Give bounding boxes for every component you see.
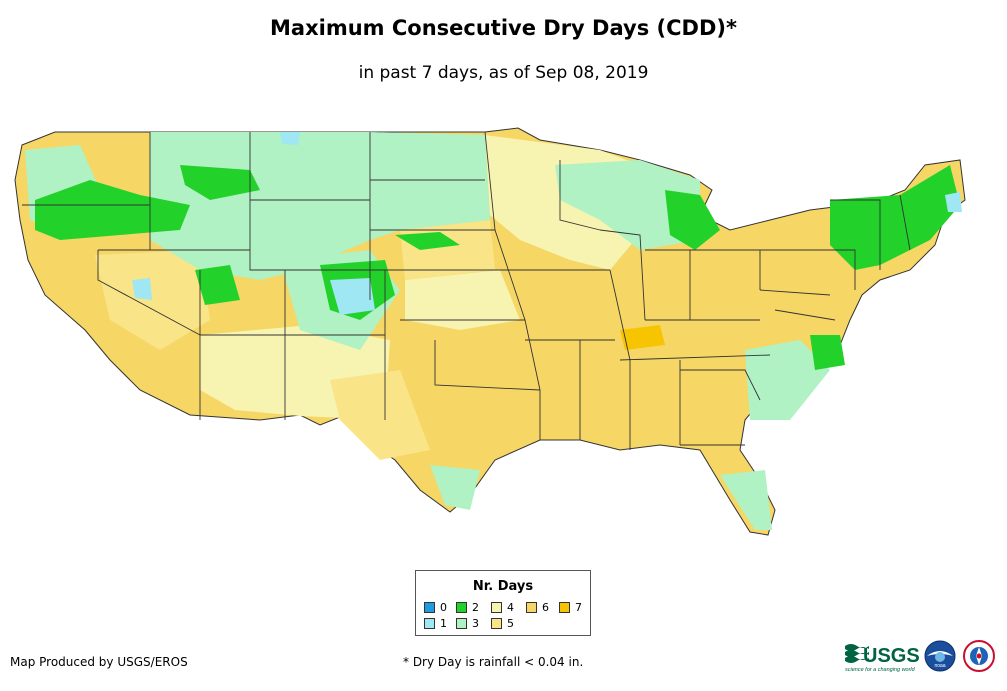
usgs-wordmark: USGS xyxy=(863,645,919,667)
legend: Nr. Days 0 2 4 6 7 1 3 5 xyxy=(415,570,591,636)
cat3-southeast-coast xyxy=(745,340,830,420)
legend-swatch-7 xyxy=(559,602,570,613)
us-map xyxy=(0,120,1007,550)
cat2-montana xyxy=(180,165,260,200)
cat4-plains xyxy=(405,270,520,330)
cat1-maine xyxy=(945,192,962,212)
dry-day-footnote: * Dry Day is rainfall < 0.04 in. xyxy=(403,655,584,669)
legend-swatch-0 xyxy=(424,602,435,613)
cat1-montana xyxy=(280,132,300,145)
cat1-colorado xyxy=(330,278,375,315)
cat2-michigan xyxy=(665,190,720,250)
legend-label-3: 3 xyxy=(472,617,479,630)
legend-item-6: 6 xyxy=(526,601,549,614)
legend-swatch-2 xyxy=(456,602,467,613)
cat2-northwest xyxy=(35,180,190,240)
legend-swatch-3 xyxy=(456,618,467,629)
legend-label-0: 0 xyxy=(440,601,447,614)
cat1-regions xyxy=(132,132,962,315)
legend-item-5: 5 xyxy=(491,617,514,630)
legend-label-2: 2 xyxy=(472,601,479,614)
cat2-nebraska xyxy=(395,232,460,250)
map-credit: Map Produced by USGS/EROS xyxy=(10,655,188,669)
legend-item-7: 7 xyxy=(559,601,582,614)
usgs-wave-icon xyxy=(845,644,869,663)
legend-swatch-1 xyxy=(424,618,435,629)
nws-logo-icon xyxy=(963,640,995,672)
cat5-texas-west xyxy=(330,370,430,460)
legend-title: Nr. Days xyxy=(472,579,534,594)
legend-label-6: 6 xyxy=(542,601,549,614)
map-subtitle: in past 7 days, as of Sep 08, 2019 xyxy=(358,63,649,83)
cat1-nevada xyxy=(132,278,152,300)
cat7-southeast xyxy=(620,325,665,350)
legend-swatch-4 xyxy=(491,602,502,613)
legend-item-2: 2 xyxy=(456,601,479,614)
legend-item-1: 1 xyxy=(424,617,447,630)
legend-label-4: 4 xyxy=(507,601,514,614)
legend-label-5: 5 xyxy=(507,617,514,630)
usgs-tagline: science for a changing world xyxy=(845,667,916,673)
cat2-regions xyxy=(35,165,960,370)
map-title: Maximum Consecutive Dry Days (CDD)* xyxy=(270,16,737,40)
state-borders xyxy=(22,131,911,450)
cat3-texas-south xyxy=(430,465,480,510)
legend-label-7: 7 xyxy=(575,601,582,614)
usgs-logo: USGS science for a changing world xyxy=(845,644,919,673)
legend-item-0: 0 xyxy=(424,601,447,614)
cat3-great-lakes xyxy=(555,160,700,250)
legend-item-4: 4 xyxy=(491,601,514,614)
legend-label-1: 1 xyxy=(440,617,447,630)
cat7-regions xyxy=(620,325,665,350)
legend-swatch-5 xyxy=(491,618,502,629)
cat3-florida xyxy=(720,470,772,530)
cat5-plains xyxy=(400,220,495,280)
legend-item-3: 3 xyxy=(456,617,479,630)
noaa-wordmark: noaa xyxy=(934,663,945,669)
cat2-nc-coast xyxy=(810,335,845,370)
cat2-nevada xyxy=(195,265,240,305)
cat2-northeast xyxy=(830,165,960,270)
noaa-logo: noaa xyxy=(924,640,956,672)
legend-swatch-6 xyxy=(526,602,537,613)
us-map-svg xyxy=(14,127,966,536)
